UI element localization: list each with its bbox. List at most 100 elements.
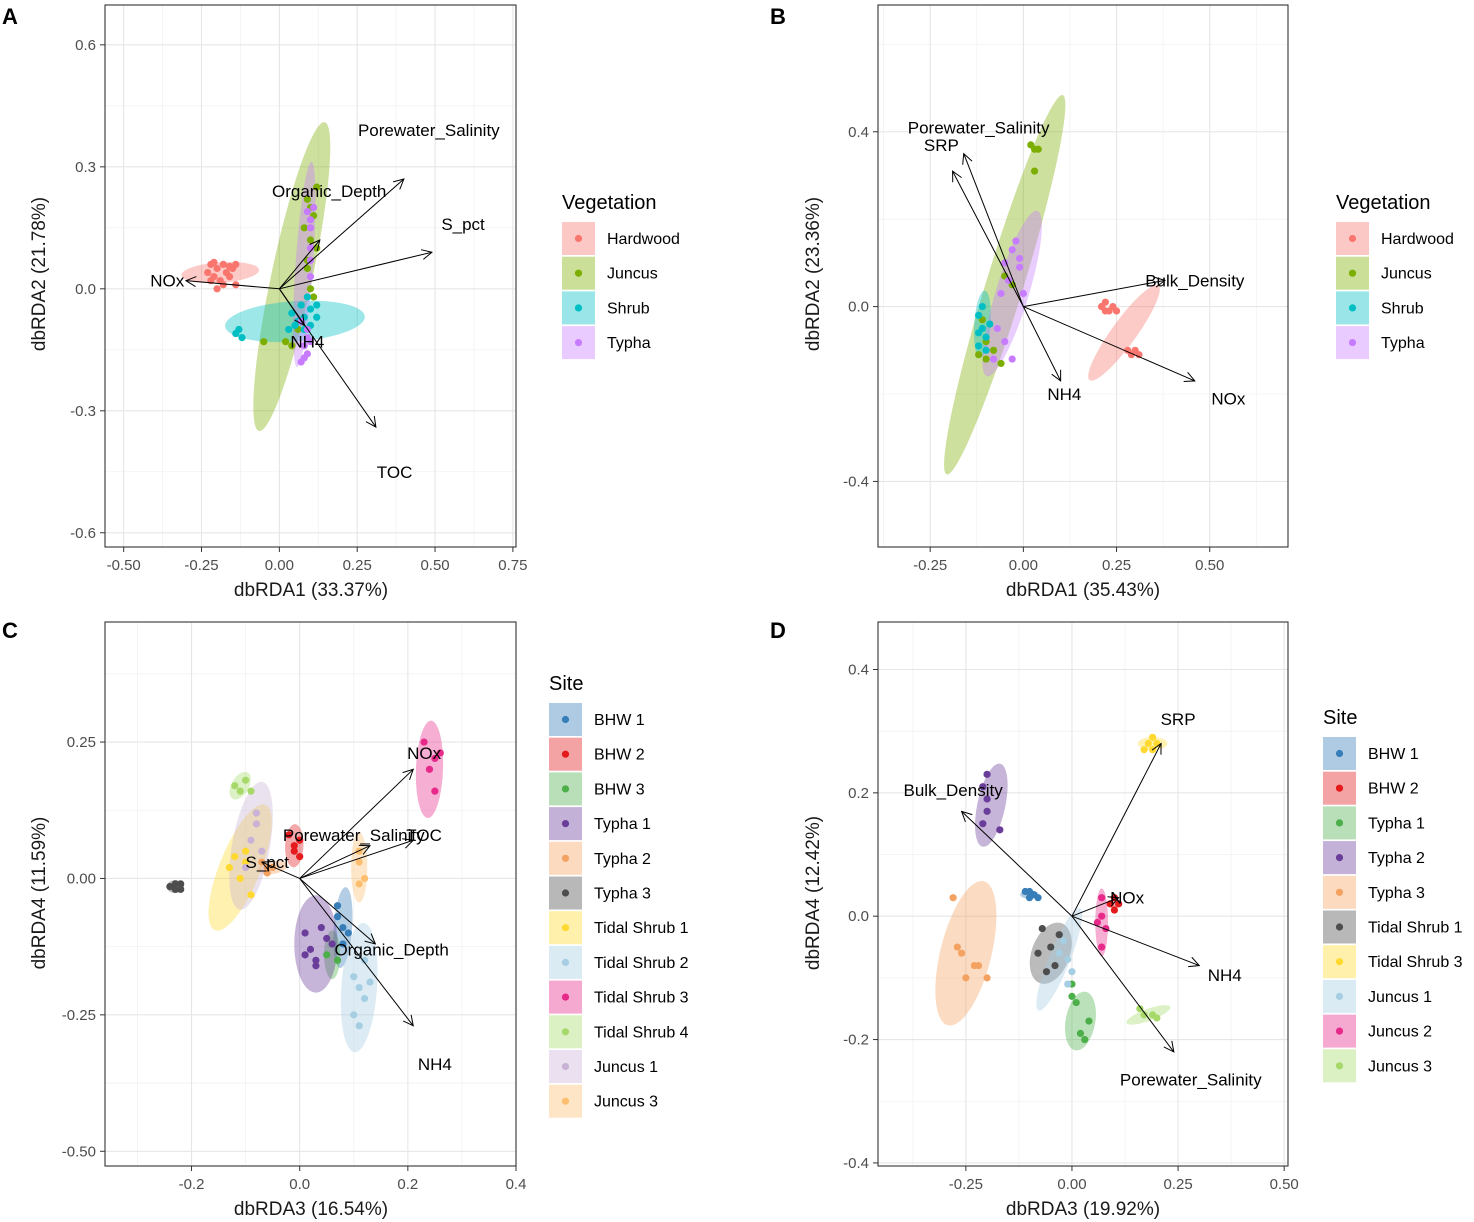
point-juncus bbox=[975, 351, 983, 359]
vector-label-s-pct: S_pct bbox=[245, 853, 289, 872]
point-juncus-2 bbox=[1098, 943, 1106, 951]
x-tick-label: -0.50 bbox=[107, 557, 141, 574]
vector-nox bbox=[299, 769, 414, 879]
point-juncus bbox=[997, 359, 1005, 368]
legend-dot-bhw-1 bbox=[561, 715, 570, 724]
vector-label-bulk-density: Bulk_Density bbox=[904, 781, 1004, 800]
point-shrub bbox=[975, 329, 983, 337]
point-typha bbox=[989, 355, 998, 363]
point-tidal-shrub-3 bbox=[1149, 733, 1157, 741]
vector-srp bbox=[953, 171, 1024, 307]
point-typha-2 bbox=[983, 770, 991, 778]
point-tidal-shrub-4 bbox=[247, 787, 255, 795]
x-tick-label: 0.0 bbox=[289, 1176, 310, 1193]
legend-title-c: Site bbox=[549, 673, 583, 695]
point-juncus bbox=[303, 264, 311, 273]
point-typha bbox=[1001, 337, 1009, 346]
point-typha-1 bbox=[317, 923, 325, 932]
point-juncus bbox=[306, 285, 315, 293]
vector-toc bbox=[299, 840, 414, 879]
point-shrub bbox=[982, 333, 990, 341]
ellipse-hardwood bbox=[1088, 284, 1160, 381]
y-axis-title-d: dbRDA4 (12.42%) bbox=[803, 816, 824, 970]
point-typha-1 bbox=[1085, 1017, 1093, 1025]
point-juncus bbox=[313, 244, 321, 252]
point-typha-1 bbox=[1068, 992, 1076, 1000]
point-tidal-shrub-4 bbox=[242, 776, 250, 784]
point-juncus bbox=[260, 338, 268, 346]
y-tick-label: -0.4 bbox=[843, 1155, 869, 1172]
legend-dot-tidal-shrub-1 bbox=[561, 924, 570, 932]
legend-title-d: Site bbox=[1323, 707, 1357, 729]
point-typha bbox=[997, 289, 1005, 298]
point-tidal-shrub-2 bbox=[350, 1011, 358, 1019]
point-typha bbox=[306, 273, 315, 281]
vector-label-porewater-salinity: Porewater_Salinity bbox=[358, 121, 500, 140]
ellipse-typha-1 bbox=[294, 895, 338, 993]
point-shrub bbox=[291, 321, 299, 330]
vector-label-nh4: NH4 bbox=[290, 333, 324, 352]
point-tidal-shrub-1 bbox=[247, 891, 255, 899]
point-tidal-shrub-2 bbox=[360, 956, 369, 964]
point-typha-3 bbox=[958, 949, 966, 957]
legend-label-shrub: Shrub bbox=[1381, 300, 1424, 317]
ellipse-juncus-1 bbox=[1036, 908, 1083, 1011]
vector-label-porewater-salinity: Porewater_Salinity bbox=[908, 118, 1050, 137]
point-shrub bbox=[975, 342, 983, 350]
point-tidal-shrub-2 bbox=[355, 1022, 363, 1030]
vector-label-srp: SRP bbox=[1161, 710, 1196, 729]
point-juncus bbox=[303, 195, 311, 203]
point-typha bbox=[1008, 355, 1016, 363]
y-tick-label: -0.6 bbox=[70, 525, 96, 542]
point-shrub bbox=[313, 301, 321, 309]
point-juncus-1 bbox=[252, 820, 261, 828]
ellipse-juncus bbox=[253, 122, 331, 432]
vector-label-toc: TOC bbox=[406, 826, 442, 845]
point-typha bbox=[303, 207, 311, 216]
point-typha-3 bbox=[166, 883, 174, 891]
legend-dot-typha-1 bbox=[1335, 819, 1344, 827]
point-juncus-1 bbox=[252, 809, 261, 817]
point-typha-3 bbox=[962, 974, 970, 982]
x-tick-label: 0.50 bbox=[1270, 1176, 1299, 1193]
point-bhw-1 bbox=[1025, 887, 1034, 896]
vector-porewater-salinity bbox=[299, 846, 370, 879]
vector-nh4 bbox=[299, 878, 414, 1025]
x-axis-title-b: dbRDA1 (35.43%) bbox=[1006, 580, 1160, 601]
vector-toc bbox=[278, 288, 376, 427]
legend-label-tidal-shrub-1: Tidal Shrub 1 bbox=[1368, 920, 1463, 937]
y-tick-label: 0.0 bbox=[848, 908, 869, 925]
x-tick-label: 0.4 bbox=[506, 1176, 527, 1193]
point-tidal-shrub-1 bbox=[242, 847, 250, 855]
legend-b: Vegetation Hardwood Juncus Shrub Typha bbox=[1336, 192, 1454, 360]
x-tick-label: 0.50 bbox=[420, 557, 449, 574]
point-typha-1 bbox=[301, 951, 309, 959]
ellipse-tidal-shrub-1 bbox=[1029, 922, 1072, 984]
vector-label-s-pct: S_pct bbox=[441, 215, 485, 234]
ellipse-typha bbox=[982, 210, 1042, 377]
y-tick-label: 0.00 bbox=[67, 870, 96, 887]
point-typha bbox=[303, 350, 311, 358]
legend-dot-tidal-shrub-2 bbox=[561, 958, 570, 967]
legend-dot-juncus-2 bbox=[1335, 1027, 1344, 1035]
point-hardwood bbox=[1112, 307, 1121, 315]
y-axis-title-a: dbRDA2 (21.78%) bbox=[29, 197, 50, 351]
point-tidal-shrub-1 bbox=[1047, 943, 1055, 951]
ellipse-juncus-3 bbox=[1126, 1005, 1171, 1025]
point-tidal-shrub-3 bbox=[431, 787, 439, 795]
y-tick-label: 0.4 bbox=[848, 124, 869, 141]
point-tidal-shrub-3 bbox=[420, 738, 428, 746]
point-shrub bbox=[285, 325, 293, 334]
vector-label-porewater-salinity: Porewater_Salinity bbox=[1120, 1071, 1262, 1090]
plot-area-a: Porewater_Salinity S_pct Organic_Depth NOx N… bbox=[70, 4, 527, 574]
point-juncus-1 bbox=[1064, 980, 1072, 988]
vector-porewater-salinity bbox=[279, 179, 404, 290]
legend-dot-bhw-2 bbox=[1335, 784, 1344, 792]
x-tick-label: 0.50 bbox=[1195, 557, 1224, 574]
x-tick-label: 0.00 bbox=[1009, 557, 1038, 574]
point-tidal-shrub-3 bbox=[1149, 746, 1157, 754]
point-juncus-1 bbox=[247, 836, 255, 844]
vector-organic-depth bbox=[278, 240, 319, 290]
